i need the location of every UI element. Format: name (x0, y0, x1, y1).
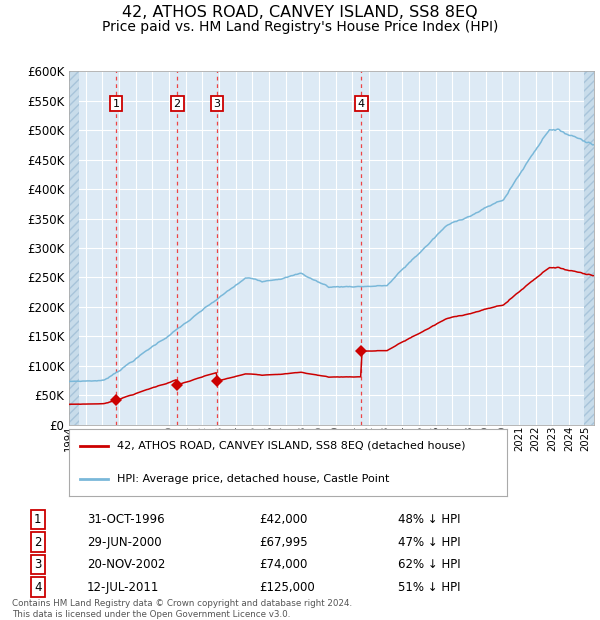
Text: 31-OCT-1996: 31-OCT-1996 (87, 513, 164, 526)
Text: £42,000: £42,000 (260, 513, 308, 526)
Text: 1: 1 (34, 513, 41, 526)
Text: 12-JUL-2011: 12-JUL-2011 (87, 580, 159, 593)
Text: 42, ATHOS ROAD, CANVEY ISLAND, SS8 8EQ (detached house): 42, ATHOS ROAD, CANVEY ISLAND, SS8 8EQ (… (117, 441, 466, 451)
Text: 4: 4 (358, 99, 365, 108)
Text: 4: 4 (34, 580, 41, 593)
Text: Price paid vs. HM Land Registry's House Price Index (HPI): Price paid vs. HM Land Registry's House … (102, 20, 498, 34)
Text: 20-NOV-2002: 20-NOV-2002 (87, 558, 165, 571)
Text: 2: 2 (173, 99, 181, 108)
Text: HPI: Average price, detached house, Castle Point: HPI: Average price, detached house, Cast… (117, 474, 389, 484)
Text: 1: 1 (113, 99, 119, 108)
Text: 3: 3 (214, 99, 221, 108)
Bar (69, 71, 79, 425)
Text: 47% ↓ HPI: 47% ↓ HPI (398, 536, 461, 549)
Text: £74,000: £74,000 (260, 558, 308, 571)
Text: £125,000: £125,000 (260, 580, 316, 593)
Text: Contains HM Land Registry data © Crown copyright and database right 2024.
This d: Contains HM Land Registry data © Crown c… (12, 600, 352, 619)
Text: 62% ↓ HPI: 62% ↓ HPI (398, 558, 461, 571)
Text: 42, ATHOS ROAD, CANVEY ISLAND, SS8 8EQ: 42, ATHOS ROAD, CANVEY ISLAND, SS8 8EQ (122, 5, 478, 20)
Text: 48% ↓ HPI: 48% ↓ HPI (398, 513, 460, 526)
Text: 2: 2 (34, 536, 41, 549)
Text: 29-JUN-2000: 29-JUN-2000 (87, 536, 161, 549)
Bar (584, 71, 594, 425)
Text: 51% ↓ HPI: 51% ↓ HPI (398, 580, 460, 593)
Text: 3: 3 (34, 558, 41, 571)
Text: £67,995: £67,995 (260, 536, 308, 549)
